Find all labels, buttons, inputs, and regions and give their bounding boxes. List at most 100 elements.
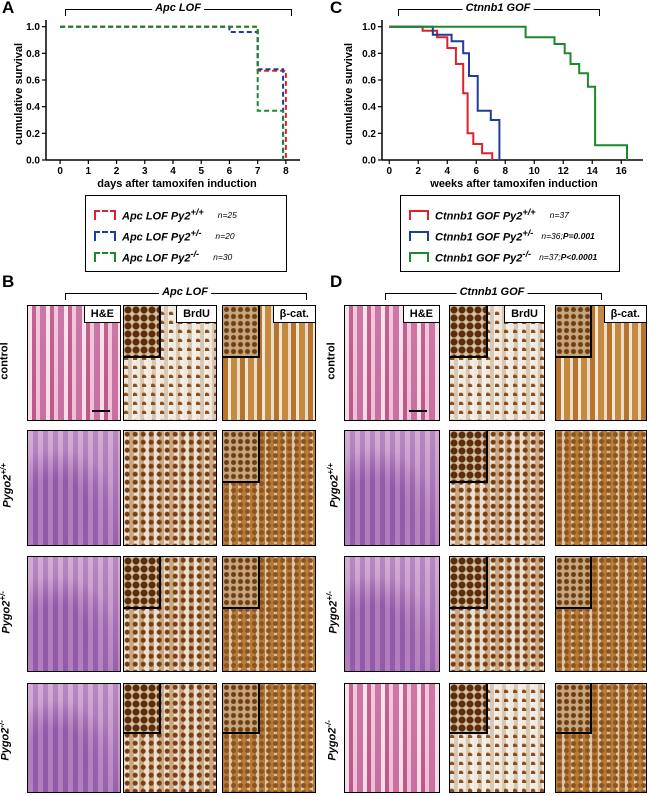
row-label-pygo2-wt: Pygo2+/+ — [0, 463, 14, 508]
x-tick-label: 2 — [114, 166, 120, 177]
chart-a-plot: 0.0 0.2 0.4 0.6 0.8 1.0 0 1 2 3 4 5 6 7 8 — [26, 20, 300, 177]
legend-swatch — [94, 252, 116, 262]
tile-ctnnb1-ko-bcat — [555, 683, 647, 793]
row-label-pygo2-ko: Pygo2-/- — [323, 720, 339, 761]
x-tick-label: 7 — [255, 166, 261, 177]
tile-apc-ko-he — [27, 683, 121, 793]
inset — [223, 684, 260, 734]
inset — [450, 431, 488, 484]
tile-apc-het-he — [27, 556, 121, 672]
panel-letter-b: B — [2, 272, 15, 291]
survival-line — [389, 25, 628, 160]
chart-c-plot: 0.0 0.2 0.4 0.6 0.8 1.0 0 2 4 6 8 10 12 14 16 — [362, 20, 643, 177]
scale-bar — [92, 410, 110, 412]
badge-bcat: β-cat. — [272, 306, 315, 323]
inset — [124, 684, 161, 734]
inset — [556, 684, 593, 734]
row-label-pygo2-ko: Pygo2-/- — [0, 720, 12, 761]
tile-ctnnb1-control-bcat: β-cat. — [555, 305, 647, 421]
tile-ctnnb1-control-he: H&E — [344, 305, 440, 421]
tile-ctnnb1-het-he — [344, 556, 440, 672]
legend-n: n=37;P<0.0001 — [539, 252, 598, 262]
row-label-control: control — [325, 342, 338, 380]
x-tick-label: 1 — [86, 166, 92, 177]
survival-line — [60, 25, 285, 160]
inset — [450, 684, 488, 734]
x-tick-label: 5 — [198, 166, 204, 177]
tile-ctnnb1-wt-bcat — [555, 430, 647, 546]
tile-apc-wt-brdu — [123, 430, 217, 546]
legend-item: Ctnnb1 GOF Py2+/+ n=37 — [401, 206, 619, 224]
y-tick-label: 0.6 — [26, 76, 40, 87]
chart-a-legend: Apc LOF Py2+/+ n=25 Apc LOF Py2+/- n=20 … — [85, 195, 287, 272]
tile-apc-ko-bcat — [222, 683, 316, 793]
scale-bar — [409, 410, 427, 412]
row-label-control: control — [0, 342, 11, 380]
tile-ctnnb1-wt-brdu — [449, 430, 545, 546]
row-label-pygo2-het: Pygo2+/- — [324, 591, 340, 634]
inset — [124, 306, 161, 359]
legend-swatch — [409, 231, 429, 241]
survival-line — [60, 25, 285, 160]
inset — [556, 557, 593, 610]
x-tick-label: 14 — [587, 166, 599, 177]
badge-bcat: β-cat. — [603, 306, 646, 323]
tile-apc-het-bcat — [222, 556, 316, 672]
panel-letter-a: A — [2, 0, 15, 17]
survival-line — [60, 25, 287, 160]
legend-label: Apc LOF Py2-/- — [122, 249, 200, 265]
tile-apc-control-bcat: β-cat. — [222, 305, 316, 421]
panel-letter-d: D — [330, 272, 343, 291]
tile-apc-het-brdu — [123, 556, 217, 672]
inset — [556, 306, 593, 359]
legend-n: n=37 — [549, 210, 569, 220]
tile-apc-control-brdu: BrdU — [123, 305, 217, 421]
inset — [124, 557, 161, 610]
legend-n: n=36;P=0.001 — [541, 231, 595, 241]
chart-c-legend: Ctnnb1 GOF Py2+/+ n=37 Ctnnb1 GOF Py2+/-… — [400, 195, 620, 272]
ctnnb1-gof-histo-title: Ctnnb1 GOF — [456, 286, 528, 298]
chart-c-xlabel: weeks after tamoxifen induction — [430, 178, 598, 190]
chart-a-xlabel: days after tamoxifen induction — [97, 178, 257, 190]
legend-item: Ctnnb1 GOF Py2-/- n=37;P<0.0001 — [401, 248, 619, 266]
apc-lof-title: Apc LOF — [152, 2, 204, 14]
legend-swatch — [94, 231, 116, 241]
tile-apc-wt-he — [27, 430, 121, 546]
tile-ctnnb1-ko-he — [344, 683, 440, 793]
legend-label: Ctnnb1 GOF Py2-/- — [435, 249, 532, 265]
survival-line — [389, 25, 501, 160]
inset — [223, 431, 260, 484]
legend-item: Apc LOF Py2-/- n=30 — [86, 248, 286, 266]
row-label-pygo2-wt: Pygo2+/+ — [325, 463, 341, 508]
inset — [223, 306, 260, 359]
tile-ctnnb1-control-brdu: BrdU — [449, 305, 545, 421]
y-tick-label: 0.6 — [362, 76, 376, 87]
x-tick-label: 12 — [558, 166, 570, 177]
legend-item: Apc LOF Py2+/- n=20 — [86, 227, 286, 245]
y-tick-label: 1.0 — [26, 22, 40, 33]
badge-he: H&E — [83, 306, 120, 323]
panel-letter-c: C — [330, 0, 343, 17]
legend-p: P<0.0001 — [560, 252, 598, 262]
badge-brdu: BrdU — [504, 306, 544, 323]
x-tick-label: 3 — [142, 166, 148, 177]
tile-apc-wt-bcat — [222, 430, 316, 546]
y-tick-label: 1.0 — [362, 22, 376, 33]
x-tick-label: 0 — [57, 166, 63, 177]
tile-ctnnb1-ko-brdu — [449, 683, 545, 793]
x-tick-label: 2 — [415, 166, 421, 177]
legend-swatch — [409, 252, 429, 262]
legend-label: Apc LOF Py2+/- — [122, 228, 202, 244]
survival-line — [389, 25, 494, 160]
x-tick-label: 8 — [283, 166, 289, 177]
y-tick-label: 0.0 — [26, 156, 40, 167]
y-tick-label: 0.8 — [362, 49, 376, 60]
badge-brdu: BrdU — [176, 306, 216, 323]
legend-p: P=0.001 — [562, 231, 595, 241]
legend-item: Ctnnb1 GOF Py2+/- n=36;P=0.001 — [401, 227, 619, 245]
ctnnb1-gof-title: Ctnnb1 GOF — [462, 2, 534, 14]
x-tick-label: 6 — [473, 166, 479, 177]
x-tick-label: 10 — [529, 166, 541, 177]
inset — [450, 306, 488, 359]
inset — [223, 557, 260, 610]
